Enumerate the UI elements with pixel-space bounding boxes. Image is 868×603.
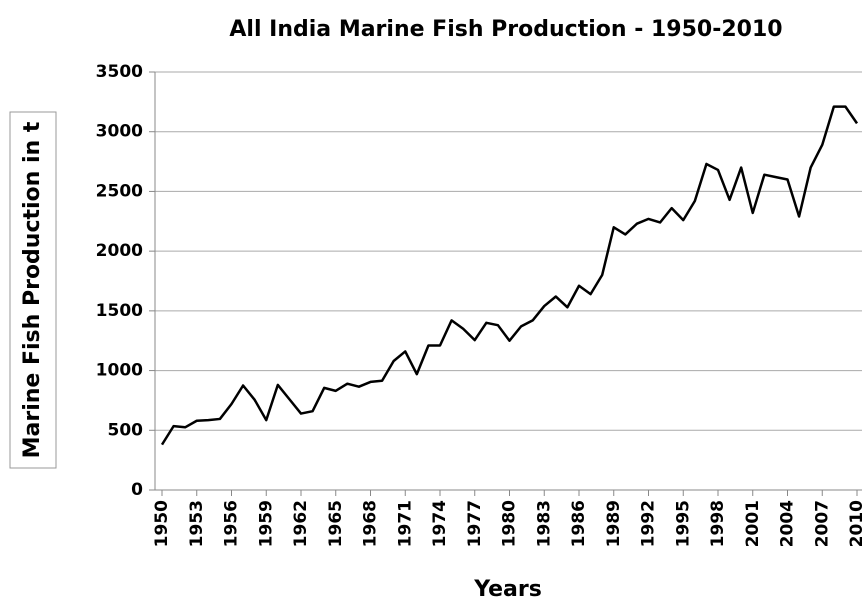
x-tick-label: 1950 [152,500,172,547]
x-tick-label: 1953 [187,500,207,547]
x-tick-label: 1998 [708,500,728,547]
x-tick-label: 1995 [673,500,693,547]
x-tick-label: 1959 [256,500,276,547]
x-tick-label: 1992 [639,500,659,547]
x-tick-label: 1986 [569,500,589,547]
y-tick-label: 500 [108,420,144,440]
x-tick-label: 1971 [395,500,415,547]
y-tick-label: 1500 [96,301,143,321]
x-tick-label: 1962 [291,500,311,547]
x-tick-label: 1965 [326,500,346,547]
x-axis-label: Years [473,577,542,602]
y-tick-label: 2000 [96,241,143,261]
data-line [160,105,859,446]
y-tick-label: 0 [131,480,143,500]
x-tick-label: 1968 [361,500,381,547]
x-tick-label: 1983 [534,500,554,547]
y-tick-label: 2500 [96,181,143,201]
x-tick-label: 1974 [430,500,450,547]
y-tick-label: 1000 [96,361,143,381]
y-tick-label: 3000 [96,122,143,142]
x-tick-label: 2007 [812,500,832,547]
x-tick-label: 2004 [778,500,798,547]
x-tick-label: 1956 [222,500,242,547]
x-tick-label: 1980 [500,500,520,547]
x-tick-label: 2010 [847,500,867,547]
y-axis-label: Marine Fish Production in t [20,121,45,458]
y-tick-label: 3500 [96,62,143,82]
x-tick-label: 2001 [743,500,763,547]
chart-title: All India Marine Fish Production - 1950-… [229,17,782,42]
y-label-box [9,111,57,469]
x-tick-label: 1977 [465,500,485,547]
x-tick-label: 1989 [604,500,624,547]
